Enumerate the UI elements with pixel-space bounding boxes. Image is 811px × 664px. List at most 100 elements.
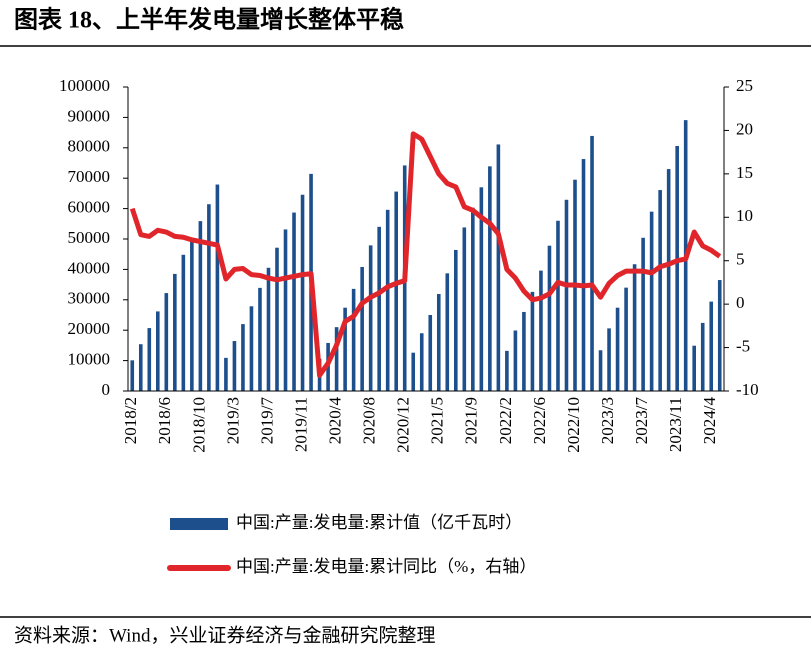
y-tick-label: 70000 — [68, 167, 111, 186]
bar — [266, 267, 271, 391]
y2-tick-label: -5 — [736, 336, 750, 355]
y-tick-label: 60000 — [68, 198, 111, 217]
bar — [207, 204, 211, 391]
bar — [496, 144, 501, 391]
bar — [164, 293, 169, 391]
bar — [556, 220, 560, 391]
bar — [692, 345, 696, 391]
y-tick-label: 80000 — [68, 137, 111, 156]
bar — [666, 169, 671, 391]
y2-tick-label: 10 — [736, 206, 753, 225]
x-tick-label: 2018/10 — [189, 397, 208, 453]
bar — [700, 322, 705, 391]
bar — [539, 270, 543, 391]
x-tick-label: 2021/5 — [428, 397, 447, 444]
bar — [224, 357, 228, 391]
bar — [360, 266, 364, 391]
x-tick-label: 2023/7 — [632, 397, 651, 445]
x-tick-label: 2018/2 — [121, 397, 140, 444]
bar — [632, 264, 637, 391]
y2-tick-label: 20 — [736, 119, 753, 138]
legend-swatch — [170, 518, 228, 530]
bar — [181, 254, 186, 391]
legend-label: 中国:产量:发电量:累计值（亿千瓦时） — [236, 513, 522, 532]
bar — [598, 350, 603, 391]
x-tick-label: 2019/7 — [257, 397, 276, 445]
bar — [343, 307, 347, 391]
y-tick-label: 90000 — [68, 106, 111, 125]
bar — [564, 199, 569, 391]
x-tick-label: 2022/10 — [564, 397, 583, 453]
x-tick-label: 2020/8 — [360, 397, 379, 444]
x-tick-label: 2019/11 — [291, 397, 310, 452]
bar — [300, 194, 305, 391]
bar — [419, 333, 424, 391]
x-tick-label: 2022/6 — [530, 397, 549, 444]
bar — [130, 360, 135, 391]
x-tick-label: 2022/2 — [496, 397, 515, 444]
bar — [436, 294, 441, 391]
bar — [709, 301, 714, 391]
bar — [156, 311, 160, 391]
bar — [215, 184, 220, 391]
y2-tick-label: -10 — [736, 380, 759, 399]
bar — [658, 190, 662, 391]
x-tick-label: 2018/6 — [155, 397, 174, 444]
y-tick-label: 50000 — [68, 228, 111, 247]
y2-tick-label: 5 — [736, 250, 745, 269]
bar — [641, 237, 645, 391]
bar — [649, 211, 654, 391]
bar — [675, 145, 679, 391]
bar — [624, 287, 628, 391]
bar — [198, 221, 203, 391]
x-tick-label: 2019/3 — [223, 397, 242, 444]
bar — [241, 324, 245, 391]
x-tick-label: 2024/4 — [700, 397, 719, 445]
x-tick-label: 2023/11 — [666, 397, 685, 452]
y-tick-label: 100000 — [59, 76, 110, 95]
y-tick-label: 40000 — [68, 258, 111, 277]
bar — [147, 328, 152, 391]
bar — [488, 166, 492, 391]
bar — [334, 327, 339, 391]
x-tick-label: 2021/9 — [462, 397, 481, 444]
x-tick-label: 2020/4 — [326, 397, 345, 445]
bar — [513, 330, 518, 391]
bar — [615, 307, 620, 391]
bar — [505, 350, 509, 391]
bar — [462, 227, 467, 391]
bar — [607, 328, 611, 391]
bar — [479, 187, 484, 391]
x-tick-label: 2023/3 — [598, 397, 617, 444]
bar — [275, 247, 279, 391]
line-series — [129, 131, 722, 378]
bar — [292, 212, 296, 391]
bar — [377, 226, 381, 391]
y2-tick-label: 0 — [736, 293, 745, 312]
legend-label: 中国:产量:发电量:累计同比（%，右轴） — [236, 557, 536, 576]
bar — [232, 341, 237, 391]
bar — [454, 249, 458, 391]
chart-title: 图表 18、上半年发电量增长整体平稳 — [14, 6, 404, 34]
bar — [471, 207, 475, 391]
bar — [530, 291, 535, 391]
bar — [258, 287, 262, 391]
bar — [190, 237, 194, 391]
bar — [547, 245, 552, 391]
y-tick-label: 20000 — [68, 319, 111, 338]
bar — [411, 352, 416, 391]
bar — [445, 273, 450, 391]
bar — [590, 135, 594, 391]
x-tick-label: 2020/12 — [394, 397, 413, 453]
bar — [138, 344, 143, 391]
bar — [351, 288, 356, 391]
y-tick-label: 30000 — [68, 289, 111, 308]
bar — [249, 306, 254, 391]
bar — [522, 311, 526, 391]
bar — [173, 273, 177, 391]
bar — [394, 191, 398, 391]
y2-tick-label: 25 — [736, 76, 753, 95]
y-tick-label: 0 — [102, 380, 111, 399]
y2-tick-label: 15 — [736, 163, 753, 182]
